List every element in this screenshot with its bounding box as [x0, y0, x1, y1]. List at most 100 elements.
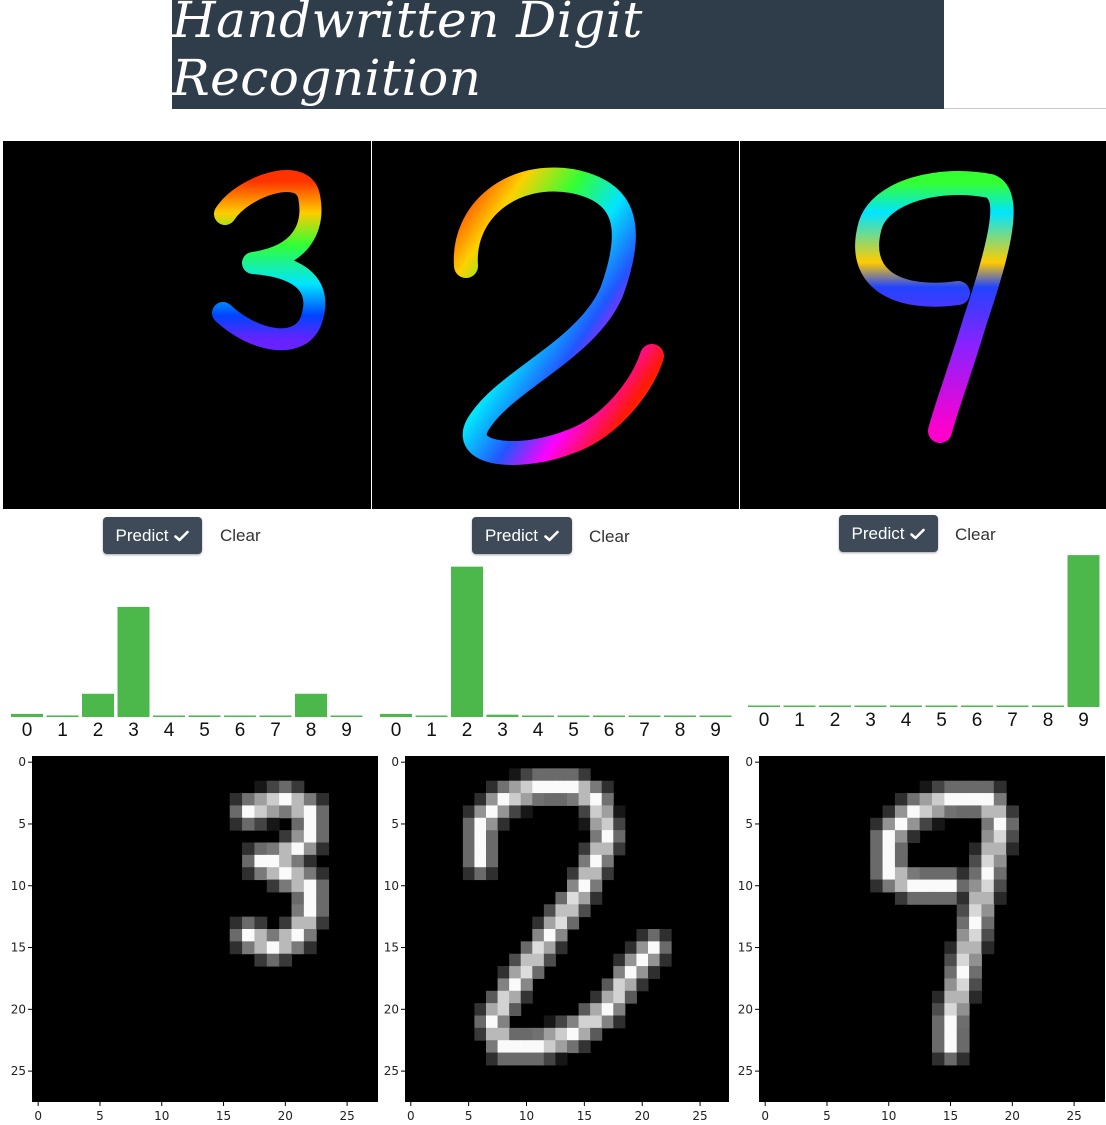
preview-pixel: [532, 941, 545, 955]
preview-pixel: [1006, 805, 1019, 819]
preview-pixel: [486, 830, 499, 843]
preview-pixel: [254, 916, 268, 930]
preview-pixel: [316, 817, 330, 831]
probability-chart-9: 0 1 2 3 4 5 6 7 8 9: [748, 555, 1100, 731]
preview-pixel: [590, 1015, 603, 1029]
predict-button-9[interactable]: Predict: [839, 515, 938, 552]
preview-pixel: [291, 929, 305, 942]
clear-button-9[interactable]: Clear: [955, 525, 996, 544]
preview-pixel: [266, 793, 280, 806]
predict-button-3[interactable]: Predict: [103, 517, 202, 554]
preview-pixel: [497, 1027, 510, 1041]
preview-pixel: [242, 854, 255, 868]
clear-button-2[interactable]: Clear: [589, 527, 630, 546]
preview-pixel: [981, 916, 995, 930]
preview-pixel: [543, 1015, 556, 1029]
preview-pixel: [543, 1052, 556, 1066]
preview-pixel: [532, 916, 545, 930]
preview-pixel: [291, 842, 305, 856]
preview-pixel: [932, 1003, 945, 1016]
clear-button-3[interactable]: Clear: [220, 526, 261, 545]
bar-6: [224, 715, 256, 717]
preview-pixel: [882, 842, 896, 856]
preview-pixel: [907, 805, 921, 819]
preview-pixel: [932, 891, 945, 905]
x-tick-label: 15: [216, 1109, 231, 1123]
bar-label-0: 0: [391, 720, 402, 741]
preview-pixel: [520, 793, 533, 806]
x-tick-label: 10: [519, 1109, 534, 1123]
preview-pixel: [944, 966, 958, 979]
y-tick-label: 10: [738, 879, 753, 893]
preview-pixel: [956, 929, 970, 942]
predict-label: Predict: [851, 523, 905, 543]
bar-2: [451, 566, 483, 717]
preview-pixel: [969, 916, 982, 930]
preview-pixel: [567, 1015, 580, 1029]
preview-pixel: [956, 916, 970, 930]
drawing-canvas-9[interactable]: [740, 141, 1106, 509]
preview-pixel: [956, 978, 970, 992]
preview-pixel: [993, 879, 1007, 893]
preview-pixel: [956, 780, 970, 794]
preview-pixel: [590, 817, 603, 831]
preview-pixel: [894, 793, 908, 806]
bar-label-4: 4: [533, 720, 544, 741]
bar-label-0: 0: [22, 720, 33, 741]
preview-pixel: [520, 953, 533, 967]
preview-pixel: [303, 793, 317, 806]
bar-8: [295, 693, 327, 717]
preview-pixel: [520, 978, 533, 992]
bar-label-8: 8: [1043, 710, 1054, 731]
preview-pixel: [944, 1040, 958, 1054]
preview-pixel: [894, 879, 908, 893]
preview-pixel: [578, 1003, 591, 1016]
predict-button-2[interactable]: Predict: [472, 517, 572, 554]
preview-pixel: [894, 891, 908, 905]
preview-pixel: [303, 842, 317, 856]
preview-pixel: [636, 978, 649, 992]
preview-pixel: [266, 941, 280, 955]
preview-pixel: [303, 805, 317, 819]
preview-pixel: [648, 929, 661, 942]
preview-pixel: [486, 793, 499, 806]
preview-pixel: [1006, 830, 1019, 843]
bar-6: [593, 715, 625, 717]
preview-pixel: [242, 867, 255, 881]
preview-pixel: [279, 793, 292, 806]
bar-2: [82, 693, 114, 717]
preview-pixel: [291, 805, 305, 819]
preview-pixel: [601, 842, 614, 856]
preview-pixel: [543, 1040, 556, 1054]
preview-pixel: [462, 817, 475, 831]
preview-pixel: [919, 891, 933, 905]
preview-pixel: [497, 978, 510, 992]
preview-pixel: [291, 916, 305, 930]
preview-pixel: [944, 953, 958, 967]
preview-pixel: [636, 929, 649, 942]
preview-pixel: [578, 780, 591, 794]
preview-pixel: [316, 891, 330, 905]
bar-label-6: 6: [972, 710, 983, 731]
preview-pixel: [578, 1040, 591, 1054]
preview-pixel: [291, 854, 305, 868]
preview-pixel: [291, 817, 305, 831]
preview-pixel: [567, 1040, 580, 1054]
preview-pixel: [242, 842, 255, 856]
drawing-canvas-3[interactable]: [3, 141, 371, 509]
preview-pixel: [956, 867, 970, 881]
drawing-canvas-2[interactable]: [372, 141, 739, 509]
preview-pixel: [578, 793, 591, 806]
preview-pixel: [229, 929, 243, 942]
preview-pixel: [497, 990, 510, 1004]
x-tick-label: 10: [154, 1109, 169, 1123]
preview-pixel: [567, 891, 580, 905]
preview-pixel: [291, 830, 305, 843]
x-tick-label: 15: [943, 1109, 958, 1123]
preview-pixel: [882, 867, 896, 881]
bar-5: [557, 715, 590, 717]
preview-pixel: [969, 966, 982, 979]
preview-pixel: [590, 793, 603, 806]
y-tick-label: 10: [384, 879, 399, 893]
preview-pixel: [601, 978, 614, 992]
